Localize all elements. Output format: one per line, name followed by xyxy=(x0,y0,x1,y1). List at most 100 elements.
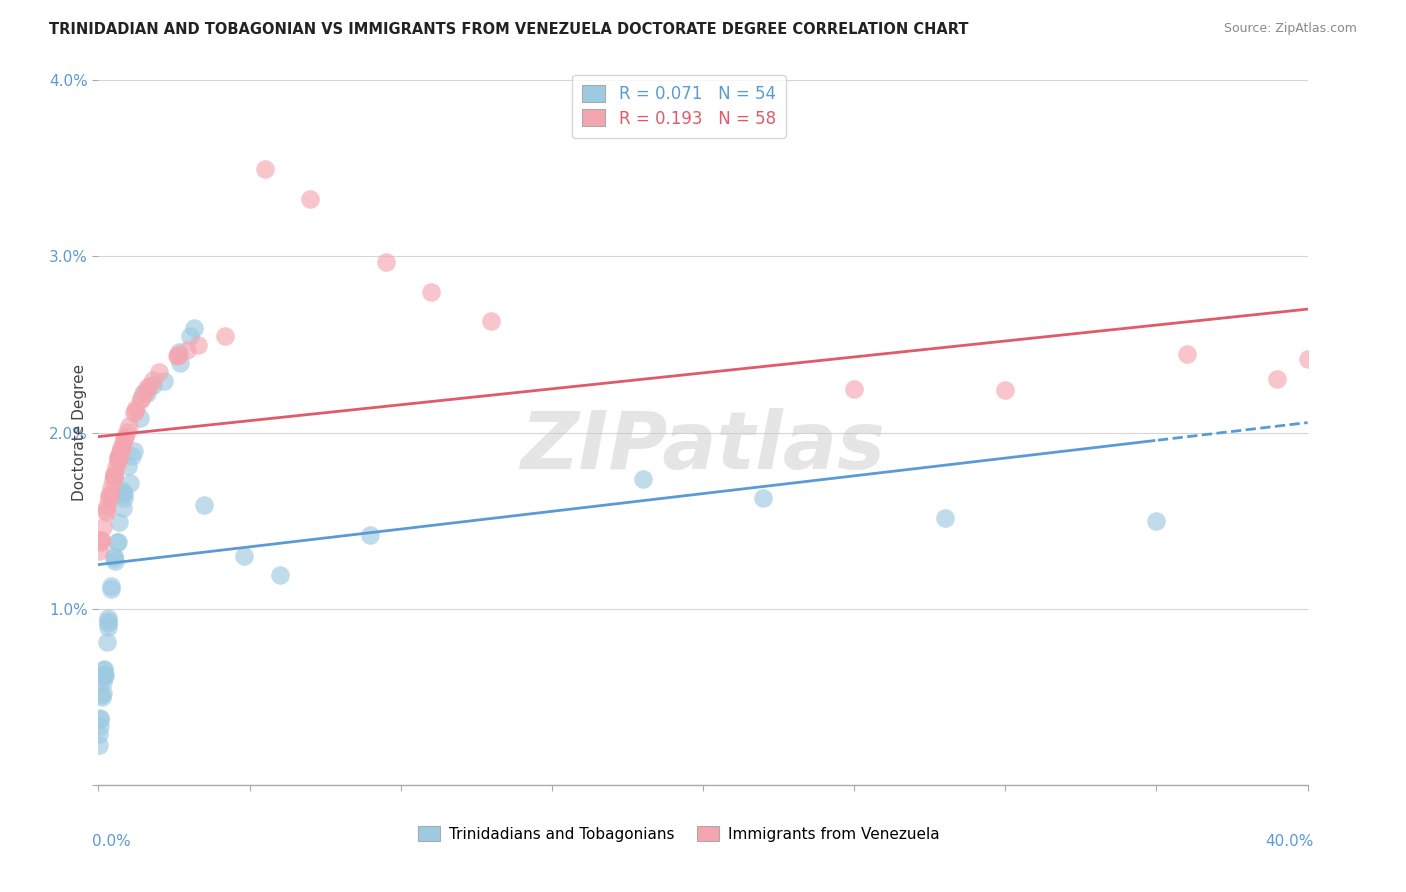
Point xyxy=(115,425,138,439)
Point xyxy=(108,450,131,464)
Legend: Trinidadians and Tobagonians, Immigrants from Venezuela: Trinidadians and Tobagonians, Immigrants… xyxy=(412,820,945,847)
Point xyxy=(193,498,215,512)
Point xyxy=(752,491,775,506)
Point xyxy=(105,535,128,549)
Text: 40.0%: 40.0% xyxy=(1265,834,1313,849)
Point xyxy=(91,690,114,705)
Point xyxy=(89,712,111,726)
Point xyxy=(107,535,129,549)
Point xyxy=(136,386,159,401)
Point xyxy=(142,377,165,392)
Point xyxy=(107,451,129,466)
Point xyxy=(129,392,152,407)
Text: Source: ZipAtlas.com: Source: ZipAtlas.com xyxy=(1223,22,1357,36)
Point xyxy=(93,668,115,682)
Point xyxy=(114,430,136,444)
Point xyxy=(98,490,121,504)
Point xyxy=(112,435,135,450)
Point xyxy=(107,451,129,466)
Point xyxy=(844,382,866,396)
Point xyxy=(107,515,129,529)
Point xyxy=(269,568,291,582)
Point xyxy=(93,662,115,676)
Point xyxy=(125,401,148,416)
Point xyxy=(183,320,205,334)
Point xyxy=(152,374,174,388)
Point xyxy=(90,533,112,547)
Point xyxy=(166,349,188,363)
Point xyxy=(142,373,165,387)
Point xyxy=(214,329,236,343)
Point xyxy=(94,668,117,682)
Point xyxy=(91,675,114,690)
Y-axis label: Doctorate Degree: Doctorate Degree xyxy=(72,364,87,501)
Point xyxy=(96,503,118,517)
Point xyxy=(117,458,139,473)
Point xyxy=(420,285,443,299)
Point xyxy=(169,344,191,359)
Point xyxy=(167,348,190,362)
Point xyxy=(90,534,112,549)
Point xyxy=(87,738,110,752)
Point xyxy=(631,472,654,486)
Point xyxy=(253,161,276,176)
Point xyxy=(481,314,503,328)
Point xyxy=(90,688,112,702)
Point xyxy=(124,403,146,417)
Point xyxy=(360,528,382,542)
Point xyxy=(187,337,209,351)
Point xyxy=(89,727,111,741)
Point xyxy=(101,473,124,487)
Point xyxy=(91,520,114,534)
Point xyxy=(179,328,201,343)
Point xyxy=(100,582,122,596)
Point xyxy=(129,392,152,406)
Point xyxy=(103,549,125,563)
Point xyxy=(91,670,114,684)
Point xyxy=(100,579,122,593)
Point xyxy=(96,635,118,649)
Point xyxy=(112,487,135,501)
Point xyxy=(132,386,155,401)
Point xyxy=(89,719,111,733)
Point xyxy=(148,366,170,380)
Point xyxy=(122,443,145,458)
Point xyxy=(91,686,114,700)
Point xyxy=(103,469,125,483)
Point xyxy=(105,459,128,474)
Point xyxy=(97,615,120,630)
Point xyxy=(934,511,956,525)
Point xyxy=(110,441,132,455)
Point xyxy=(112,491,135,505)
Text: 0.0%: 0.0% xyxy=(93,834,131,849)
Point xyxy=(232,549,254,564)
Point xyxy=(136,381,159,395)
Point xyxy=(97,620,120,634)
Point xyxy=(90,533,112,548)
Point xyxy=(299,192,322,206)
Point xyxy=(108,446,131,460)
Point xyxy=(112,485,135,500)
Point xyxy=(97,491,120,505)
Point xyxy=(94,505,117,519)
Point xyxy=(134,385,156,400)
Point xyxy=(374,254,396,268)
Point xyxy=(93,668,115,682)
Point xyxy=(129,411,152,425)
Point xyxy=(994,384,1017,398)
Point xyxy=(103,467,125,481)
Point xyxy=(122,406,145,420)
Point xyxy=(103,550,125,565)
Text: TRINIDADIAN AND TOBAGONIAN VS IMMIGRANTS FROM VENEZUELA DOCTORATE DEGREE CORRELA: TRINIDADIAN AND TOBAGONIAN VS IMMIGRANTS… xyxy=(49,22,969,37)
Point xyxy=(1146,514,1168,528)
Point xyxy=(98,487,121,501)
Point xyxy=(97,611,120,625)
Point xyxy=(1267,372,1289,386)
Point xyxy=(104,554,127,568)
Point xyxy=(110,441,132,455)
Point xyxy=(97,614,120,628)
Point xyxy=(1296,351,1319,366)
Point xyxy=(167,348,190,362)
Point xyxy=(138,378,160,392)
Point xyxy=(118,418,141,433)
